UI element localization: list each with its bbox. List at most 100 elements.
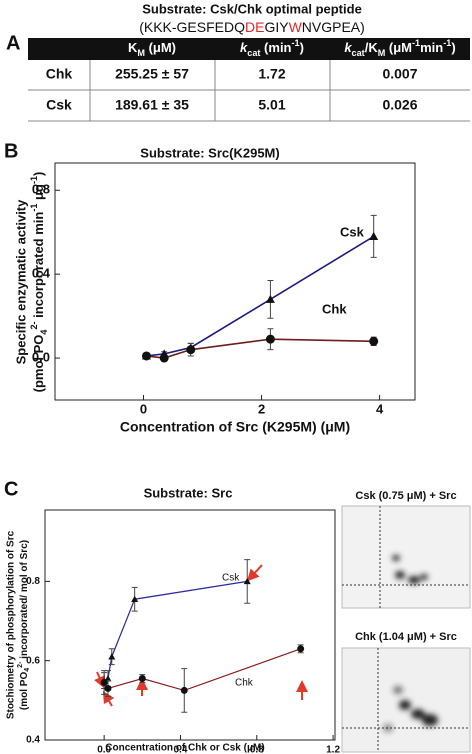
data-point: [265, 334, 275, 344]
table-cell: 189.61 ± 35: [115, 97, 189, 113]
sequence-part: DE: [245, 19, 264, 35]
y-tick-label: 0.8: [26, 576, 40, 587]
t: -1: [292, 38, 300, 48]
header-cell: KM (μM): [128, 40, 176, 58]
y-tick-label: 0.6: [26, 655, 40, 666]
t: (pmol PO: [31, 335, 46, 393]
y-axis-label: (mol PO42- incorporated/ mol of Src): [17, 540, 31, 710]
data-point: [265, 294, 275, 303]
annotation: Chk: [235, 678, 254, 689]
t: incorporated/ mol of Src): [19, 540, 30, 662]
y-tick-label: 0.4: [32, 266, 51, 281]
t: -1: [412, 38, 420, 48]
gel-image: [341, 505, 471, 609]
data-point: [141, 351, 151, 361]
t: (μM): [145, 40, 176, 55]
t: K: [128, 40, 138, 55]
series-line: [146, 338, 374, 359]
data-point: [131, 595, 139, 603]
panel-label: B: [4, 140, 18, 162]
t: incorporated min: [31, 212, 46, 322]
t: ): [31, 172, 46, 176]
t: μg: [31, 184, 46, 204]
sequence-part: NVGPEA): [302, 19, 365, 35]
panel-label: C: [4, 478, 18, 500]
arrow: [246, 564, 263, 582]
chart: 0.0 0.4 0.8 1.2 0.4 0.6 0.8: [26, 509, 340, 754]
gel-spots: [392, 555, 428, 584]
t: -1: [29, 204, 39, 212]
table-cell: 255.25 ± 57: [115, 66, 189, 82]
y-tick-label: 0.0: [32, 349, 50, 364]
sequence-part: GIY: [264, 19, 289, 35]
table-cell: 1.72: [258, 66, 285, 82]
t: cat: [352, 48, 365, 58]
t: min: [420, 40, 443, 55]
data-point: [243, 577, 251, 585]
x-tick-label: 4: [376, 401, 384, 416]
t: (mol PO: [19, 672, 30, 711]
table-cell: Chk: [46, 66, 73, 82]
annotation: Csk: [222, 573, 240, 584]
chart-title: Substrate: Src: [144, 485, 233, 500]
t: ): [300, 40, 304, 55]
annotation: Chk: [322, 301, 347, 316]
x-tick-label: 0.8: [250, 745, 264, 754]
x-axis-label: Concentration of Chk or Csk (μM): [105, 743, 264, 754]
sequence: (KKK-GESFEDQDEGIYWNVGPEA): [139, 19, 365, 35]
header-cell: kcat/KM (μM-1min-1): [344, 38, 455, 58]
y-axis-label: Stochiometry of phosphorylation of Src: [6, 530, 17, 719]
series-line: [103, 580, 248, 682]
t: 4: [24, 668, 31, 672]
annotation: Csk: [340, 224, 365, 239]
chart-title: Substrate: Src(K295M): [140, 145, 279, 160]
t: (μM: [385, 40, 412, 55]
t: 4: [39, 329, 49, 335]
t: -1: [443, 38, 451, 48]
data-point: [369, 336, 379, 346]
data-point: [180, 686, 188, 694]
sequence-part: (KKK-GESFEDQ: [139, 19, 245, 35]
table-cell: 0.026: [382, 97, 417, 113]
t: k: [344, 40, 352, 55]
data-point: [186, 345, 196, 355]
arrow: [102, 690, 115, 707]
t: ): [451, 40, 455, 55]
t: cat: [247, 48, 260, 58]
y-tick-label: 0.8: [32, 182, 50, 197]
chart: 0 2 4 0.0 0.4 0.8: [32, 162, 416, 416]
data-point: [138, 675, 146, 683]
t: 2-: [29, 321, 39, 329]
data-point: [369, 231, 379, 241]
table-header: [28, 38, 470, 60]
x-axis-label: Concentration of Src (K295M) (μM): [120, 419, 350, 435]
sequence-part: W: [289, 19, 303, 35]
y-axis-label: (pmol PO42- incorporated min-1 μg-1): [29, 172, 49, 393]
y-axis-label: Specific enzymatic activity: [13, 199, 28, 365]
x-tick-label: 2: [258, 401, 265, 416]
plot-frame: [54, 162, 416, 401]
panel-label: A: [6, 32, 20, 54]
t: k: [240, 40, 248, 55]
gel-image: [341, 647, 471, 753]
x-tick-label: 0.4: [174, 745, 188, 754]
t: M: [137, 48, 145, 58]
series-line: [146, 235, 375, 357]
plot-frame: [44, 509, 336, 741]
header-cell: kcat (min-1): [240, 38, 304, 58]
image-caption: Chk (1.04 μM) + Src: [355, 631, 457, 643]
table-cell: Csk: [46, 97, 72, 113]
data-point: [159, 353, 169, 363]
data-point: [297, 645, 305, 653]
t: (min: [260, 40, 291, 55]
table-cell: 5.01: [258, 97, 285, 113]
series-line: [103, 648, 301, 692]
x-tick-label: 0.0: [97, 745, 111, 754]
x-tick-label: 0: [140, 401, 147, 416]
y-tick-label: 0.4: [26, 735, 40, 746]
data-point: [104, 684, 112, 692]
t: /K: [365, 40, 379, 55]
gel-spots: [383, 686, 438, 732]
x-tick-label: 1.2: [326, 745, 340, 754]
